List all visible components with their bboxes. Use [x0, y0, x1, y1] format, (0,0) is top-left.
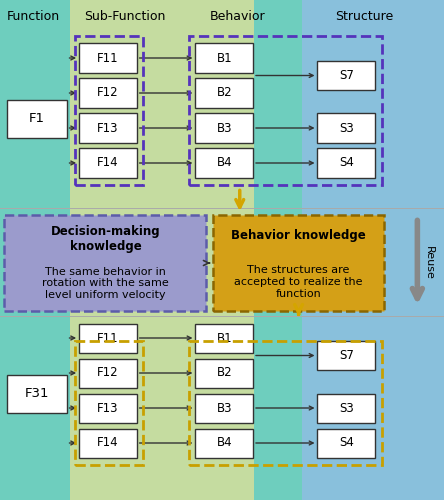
Bar — [317, 114, 375, 142]
Bar — [70, 0, 254, 500]
Bar — [0, 211, 444, 316]
Bar — [195, 324, 253, 352]
Bar — [317, 394, 375, 422]
Text: F11: F11 — [97, 332, 119, 344]
Text: B3: B3 — [217, 122, 232, 134]
Bar — [79, 148, 137, 178]
Bar — [70, 211, 254, 316]
Bar — [7, 100, 67, 138]
Text: B2: B2 — [216, 366, 232, 380]
Bar — [4, 215, 206, 311]
Bar — [195, 428, 253, 458]
Text: Structure: Structure — [335, 10, 393, 23]
Text: S7: S7 — [339, 69, 354, 82]
Text: F13: F13 — [97, 122, 119, 134]
Text: B1: B1 — [216, 52, 232, 64]
Bar — [79, 394, 137, 422]
Text: F12: F12 — [97, 86, 119, 100]
Text: B3: B3 — [217, 402, 232, 414]
Bar — [195, 44, 253, 72]
Text: S4: S4 — [339, 436, 354, 450]
Bar — [189, 341, 382, 465]
Text: F13: F13 — [97, 402, 119, 414]
Bar — [317, 61, 375, 90]
Bar — [75, 341, 143, 465]
Text: B2: B2 — [216, 86, 232, 100]
Text: Decision-making
knowledge: Decision-making knowledge — [51, 225, 160, 253]
Bar — [213, 215, 384, 311]
Bar — [79, 324, 137, 352]
Text: F31: F31 — [24, 387, 49, 400]
Bar — [195, 78, 253, 108]
Text: B1: B1 — [216, 332, 232, 344]
Text: F12: F12 — [97, 366, 119, 380]
Bar — [195, 114, 253, 142]
Text: Sub-Function: Sub-Function — [83, 10, 165, 23]
Bar — [302, 0, 444, 500]
Bar — [79, 428, 137, 458]
Text: S7: S7 — [339, 349, 354, 362]
Text: Function: Function — [7, 10, 60, 23]
Text: The same behavior in
rotation with the same
level uniform velocity: The same behavior in rotation with the s… — [42, 267, 169, 300]
Bar — [79, 78, 137, 108]
Text: Behavior: Behavior — [210, 10, 266, 23]
Text: Reuse: Reuse — [424, 246, 433, 280]
Bar — [302, 211, 444, 316]
Text: S3: S3 — [339, 122, 354, 134]
Bar — [75, 36, 143, 185]
Text: F14: F14 — [97, 156, 119, 170]
Bar — [79, 358, 137, 388]
Text: Behavior knowledge: Behavior knowledge — [231, 230, 366, 242]
Text: F11: F11 — [97, 52, 119, 64]
Text: S4: S4 — [339, 156, 354, 170]
Bar — [317, 428, 375, 458]
Bar — [317, 148, 375, 178]
Text: S3: S3 — [339, 402, 354, 414]
Text: F1: F1 — [28, 112, 45, 125]
Text: B4: B4 — [216, 156, 232, 170]
Bar — [317, 341, 375, 370]
Bar — [7, 375, 67, 412]
Bar — [79, 44, 137, 72]
Bar — [195, 148, 253, 178]
Bar — [195, 394, 253, 422]
Text: B4: B4 — [216, 436, 232, 450]
Bar — [189, 36, 382, 185]
Bar — [195, 358, 253, 388]
Text: The structures are
accepted to realize the
function: The structures are accepted to realize t… — [234, 266, 363, 298]
Text: F14: F14 — [97, 436, 119, 450]
Bar — [79, 114, 137, 142]
